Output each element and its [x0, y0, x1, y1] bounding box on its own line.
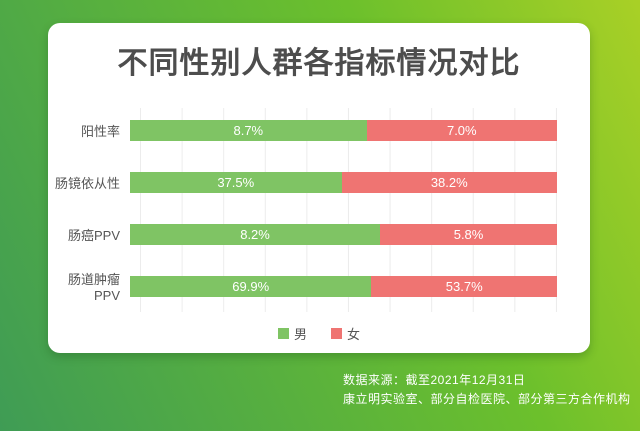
bar-segment-male: 8.2%: [130, 223, 381, 245]
bar-segment-female: 53.7%: [371, 275, 557, 297]
plot-area: 阳性率 8.7% 7.0% 肠镜依从性 37.5% 38.2% 肠癌PPV 8.2% 5.8% 肠…: [48, 104, 590, 312]
bar-rows: 阳性率 8.7% 7.0% 肠镜依从性 37.5% 38.2% 肠癌PPV 8.2% 5.8% 肠…: [48, 104, 590, 312]
chart-row: 肠镜依从性 37.5% 38.2%: [48, 156, 590, 208]
chart-row: 肠道肿瘤PPV 69.9% 53.7%: [48, 260, 590, 312]
legend-item-male: 男: [277, 324, 307, 343]
chart-card: 不同性别人群各指标情况对比 阳性率 8.7% 7.0% 肠镜依从性 37.5% 38.2%…: [48, 23, 590, 353]
legend-swatch-icon: [277, 328, 289, 339]
bar-track: 8.7% 7.0%: [130, 119, 557, 141]
legend-label: 女: [347, 327, 361, 342]
legend-item-female: 女: [331, 324, 360, 343]
legend-swatch-icon: [331, 328, 342, 339]
bar-value-label: 37.5%: [217, 174, 255, 190]
bar-segment-male: 69.9%: [130, 275, 372, 297]
bar-segment-female: 38.2%: [341, 171, 557, 193]
bar-value-label: 53.7%: [445, 278, 483, 294]
bar-value-label: 69.9%: [232, 278, 270, 294]
bar-track: 8.2% 5.8%: [130, 223, 557, 245]
bar-segment-male: 8.7%: [130, 119, 367, 141]
bar-value-label: 8.7%: [233, 122, 264, 138]
category-label: 肠癌PPV: [67, 227, 120, 243]
bar-value-label: 38.2%: [430, 174, 468, 190]
legend-label: 男: [293, 327, 307, 342]
chart-title: 不同性别人群各指标情况对比: [117, 47, 521, 80]
source-line-1: 数据来源：截至2021年12月31日: [343, 373, 526, 387]
category-label: 肠道肿瘤PPV: [67, 272, 120, 303]
bar-value-label: 7.0%: [446, 122, 477, 138]
bar-track: 37.5% 38.2%: [130, 171, 557, 193]
source-line-2: 康立明实验室、部分自检医院、部分第三方合作机构: [343, 392, 631, 406]
data-source-note: 数据来源：截至2021年12月31日 康立明实验室、部分自检医院、部分第三方合作…: [343, 371, 631, 409]
bar-segment-female: 5.8%: [380, 223, 557, 245]
bar-value-label: 5.8%: [453, 226, 484, 242]
legend: 男女: [48, 324, 590, 343]
chart-row: 肠癌PPV 8.2% 5.8%: [48, 208, 590, 260]
bar-segment-male: 37.5%: [130, 171, 342, 193]
category-label: 肠镜依从性: [54, 175, 120, 191]
bar-segment-female: 7.0%: [366, 119, 557, 141]
bar-value-label: 8.2%: [240, 226, 270, 242]
bar-track: 69.9% 53.7%: [130, 275, 557, 297]
category-label: 阳性率: [80, 123, 120, 139]
chart-row: 阳性率 8.7% 7.0%: [48, 104, 590, 156]
